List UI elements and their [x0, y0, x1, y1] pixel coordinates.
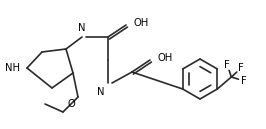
Text: F: F — [242, 76, 247, 86]
Text: N: N — [97, 87, 104, 97]
Text: OH: OH — [157, 53, 172, 63]
Text: N: N — [78, 23, 86, 33]
Text: F: F — [225, 60, 230, 70]
Text: F: F — [238, 63, 244, 73]
Text: NH: NH — [5, 63, 20, 73]
Text: O: O — [67, 99, 75, 109]
Text: OH: OH — [133, 18, 148, 28]
